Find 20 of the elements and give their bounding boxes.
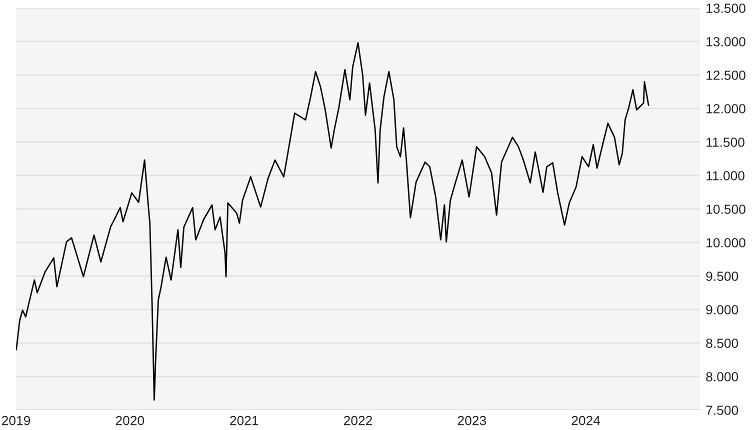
y-tick-label: 8.500 — [706, 338, 738, 348]
y-tick-label: 11.000 — [706, 171, 744, 180]
y-tick-label: 12.000 — [706, 104, 746, 114]
y-tick-label: 13.500 — [706, 4, 746, 13]
x-tick-label: 2021 — [230, 416, 258, 426]
x-tick-label: 2023 — [458, 416, 486, 426]
y-tick-label: 12.500 — [706, 70, 746, 80]
y-tick-label: 11.500 — [706, 138, 744, 147]
x-tick-label: 2019 — [2, 416, 30, 426]
line-series — [16, 42, 650, 401]
y-tick-label: 9.000 — [706, 305, 738, 314]
x-tick-label: 2024 — [572, 416, 600, 426]
y-tick-label: 10.500 — [706, 204, 746, 214]
y-tick-label: 13.000 — [706, 37, 746, 46]
y-tick-label: 7.500 — [706, 406, 738, 415]
y-tick-label: 10.000 — [706, 238, 746, 248]
x-tick-label: 2020 — [116, 416, 144, 426]
y-tick-label: 8.000 — [706, 372, 738, 382]
y-tick-label: 9.500 — [706, 272, 738, 281]
x-tick-label: 2022 — [344, 416, 372, 426]
